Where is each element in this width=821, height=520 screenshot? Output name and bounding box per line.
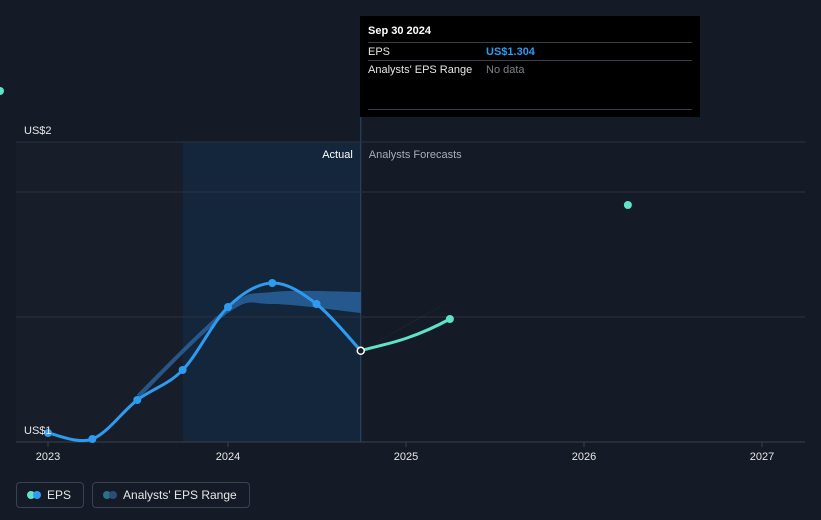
eps-point [44, 429, 52, 437]
tooltip-range-label: Analysts' EPS Range [368, 63, 473, 76]
eps-forecast-point [623, 201, 632, 209]
eps-point [88, 435, 97, 443]
legend-item-eps[interactable]: EPS [16, 482, 85, 508]
x-tick-label: 2023 [36, 451, 60, 463]
hover-tooltip: Sep 30 2024 EPS US$1.304 Analysts' EPS R… [360, 16, 700, 117]
x-tick-label: 2024 [216, 451, 240, 463]
forecast-eps-range-band [360, 301, 450, 351]
tooltip-divider [368, 109, 692, 110]
eps-forecast-line [359, 317, 452, 353]
eps-point [178, 366, 187, 374]
legend-eps-label: EPS [47, 488, 72, 502]
x-tick-label: 2025 [394, 451, 418, 463]
y-tick-label: US$1 [24, 425, 52, 437]
eps-point [224, 303, 232, 311]
y-tick-label: US$2 [24, 125, 52, 137]
eps-swatch-icon [27, 491, 41, 499]
forecast-label: Analysts Forecasts [369, 149, 462, 161]
eps-forecast-point [445, 315, 454, 323]
tooltip-date: Sep 30 2024 [368, 25, 431, 37]
tooltip-eps-row: EPS US$1.304 [368, 42, 692, 60]
x-tick-label: 2027 [750, 451, 774, 463]
eps-forecast-point [0, 87, 4, 95]
tooltip-range-value: No data [486, 63, 525, 76]
eps-point [268, 279, 277, 287]
eps-point [133, 396, 142, 404]
tooltip-eps-value: US$1.304 [486, 45, 535, 58]
past-eps-range-band [137, 290, 361, 400]
tooltip-eps-label: EPS [368, 45, 391, 58]
legend-range-label: Analysts' EPS Range [123, 488, 237, 502]
past-region-bg [16, 142, 183, 442]
legend-item-range[interactable]: Analysts' EPS Range [92, 482, 250, 508]
range-swatch-icon [103, 491, 118, 499]
chart-legend: EPS Analysts' EPS Range [16, 482, 250, 508]
actual-label: Actual [322, 149, 353, 161]
eps-point [356, 346, 366, 356]
x-tick-label: 2026 [572, 451, 596, 463]
tooltip-range-row: Analysts' EPS Range No data [368, 60, 692, 78]
eps-point [312, 300, 321, 308]
